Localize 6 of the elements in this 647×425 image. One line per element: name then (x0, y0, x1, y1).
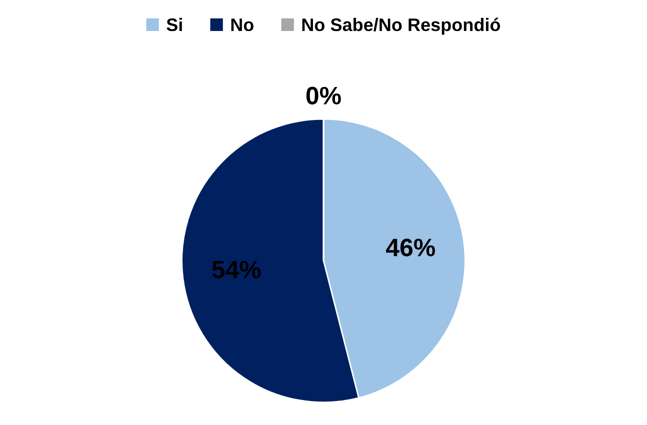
legend-label: Si (166, 18, 182, 32)
text: 0% (306, 86, 341, 104)
legend-label: No Sabe/No Respondió (302, 18, 500, 35)
legend-label: No (231, 18, 254, 32)
data-label: 46% (386, 238, 435, 256)
data-label: 54% (212, 260, 261, 278)
